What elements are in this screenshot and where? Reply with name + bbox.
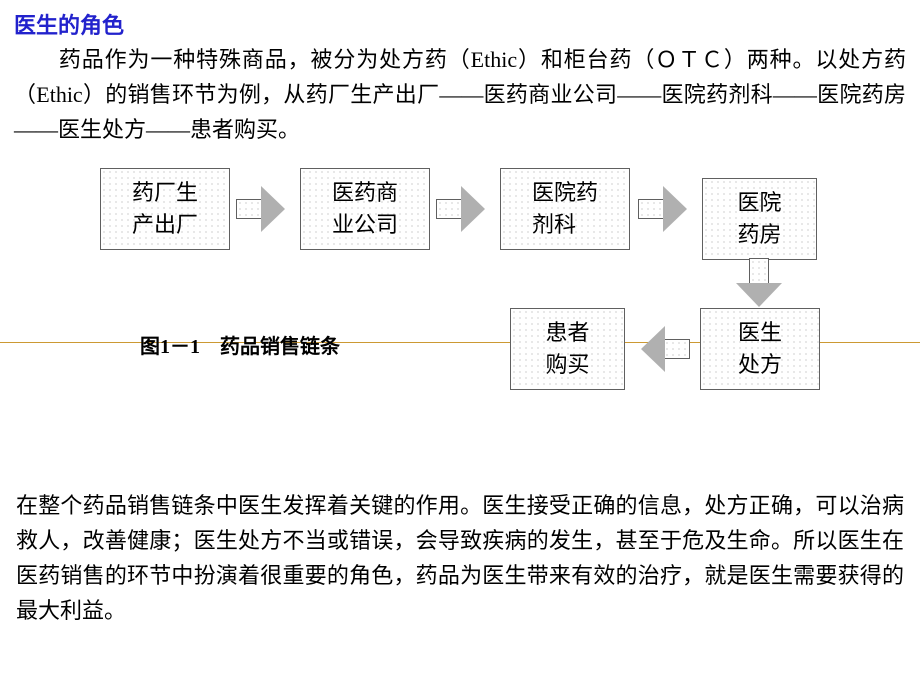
node-line2: 药房 [737,219,781,251]
arrow-right-icon [436,186,486,232]
node-doctor-prescription: 医生 处方 [700,308,820,390]
node-line1: 医生 [738,317,782,349]
node-line2: 剂科 [532,209,598,241]
arrow-down-icon [736,258,782,308]
node-hospital-pharmacy: 医院 药房 [702,178,817,260]
node-line1: 患者 [545,317,589,349]
node-line1: 医院 [737,187,781,219]
arrow-right-icon [236,186,286,232]
node-factory: 药厂生 产出厂 [100,168,230,250]
page-title: 医生的角色 [0,0,920,42]
node-hospital-pharmacy-dept: 医院药 剂科 [500,168,630,250]
node-line1: 医药商 [332,177,398,209]
intro-text: 药品作为一种特殊商品，被分为处方药（Ethic）和柜台药（ＯＴＣ）两种。以处方药… [14,47,906,142]
node-distributor: 医药商 业公司 [300,168,430,250]
node-line2: 产出厂 [132,209,198,241]
figure-caption: 图1－1 药品销售链条 [140,330,340,359]
node-line2: 业公司 [332,209,398,241]
node-patient-purchase: 患者 购买 [510,308,625,390]
arrow-left-icon [640,326,690,372]
body-paragraph: 在整个药品销售链条中医生发挥着关键的作用。医生接受正确的信息，处方正确，可以治病… [0,458,920,629]
intro-paragraph: 药品作为一种特殊商品，被分为处方药（Ethic）和柜台药（ＯＴＣ）两种。以处方药… [0,42,920,148]
node-line2: 处方 [738,349,782,381]
node-line2: 购买 [545,349,589,381]
arrow-right-icon [638,186,688,232]
flowchart: 图1－1 药品销售链条 药厂生 产出厂 医药商 业公司 医院药 剂科 医院 药房… [0,158,920,458]
node-line1: 药厂生 [132,177,198,209]
node-line1: 医院药 [532,177,598,209]
